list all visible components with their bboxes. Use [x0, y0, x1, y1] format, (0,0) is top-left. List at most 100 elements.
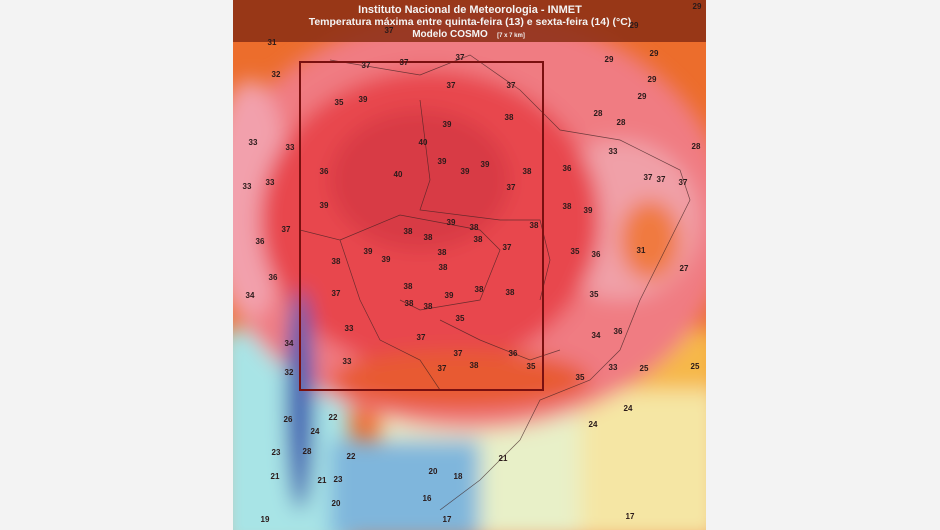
temperature-label: 35: [527, 362, 536, 371]
temperature-label: 27: [680, 264, 689, 273]
temperature-label: 35: [590, 290, 599, 299]
temperature-label: 38: [563, 202, 572, 211]
temperature-label: 33: [343, 357, 352, 366]
temperature-label: 37: [385, 26, 394, 35]
temperature-label: 37: [644, 173, 653, 182]
temperature-label: 29: [693, 2, 702, 11]
temperature-label: 40: [394, 170, 403, 179]
temperature-label: 38: [438, 248, 447, 257]
temperature-label: 33: [345, 324, 354, 333]
temperature-label: 37: [332, 289, 341, 298]
temperature-label: 21: [271, 472, 280, 481]
temperature-label: 39: [382, 255, 391, 264]
temperature-label: 29: [630, 21, 639, 30]
temperature-label: 33: [249, 138, 258, 147]
temperature-label: 29: [638, 92, 647, 101]
temperature-label: 26: [284, 415, 293, 424]
temperature-label: 37: [400, 58, 409, 67]
temperature-label: 39: [584, 206, 593, 215]
temperature-label: 32: [272, 70, 281, 79]
temperature-label: 35: [576, 373, 585, 382]
temperature-label: 25: [640, 364, 649, 373]
temperature-label: 21: [499, 454, 508, 463]
temperature-label: 35: [571, 247, 580, 256]
title: Instituto Nacional de Meteorologia - INM…: [358, 4, 582, 16]
temperature-label: 38: [470, 223, 479, 232]
resolution: [7 x 7 km]: [497, 33, 525, 39]
temperature-label: 37: [507, 81, 516, 90]
temperature-label: 28: [617, 118, 626, 127]
temperature-label: 36: [592, 250, 601, 259]
temperature-label: 17: [443, 515, 452, 524]
temperature-label: 29: [605, 55, 614, 64]
temperature-label: 38: [506, 288, 515, 297]
temperature-label: 33: [609, 363, 618, 372]
temperature-label: 22: [329, 413, 338, 422]
temperature-label: 23: [272, 448, 281, 457]
temperature-label: 37: [456, 53, 465, 62]
temperature-label: 38: [405, 299, 414, 308]
temperature-label: 36: [509, 349, 518, 358]
temperature-label: 39: [359, 95, 368, 104]
temperature-label: 24: [624, 404, 633, 413]
temperature-label: 35: [456, 314, 465, 323]
model: Modelo COSMO: [412, 29, 488, 40]
temperature-label: 38: [404, 282, 413, 291]
temperature-label: 39: [320, 201, 329, 210]
temperature-label: 24: [589, 420, 598, 429]
temperature-label: 37: [503, 243, 512, 252]
temperature-label: 34: [592, 331, 601, 340]
temperature-label: 39: [443, 120, 452, 129]
temperature-label: 33: [286, 143, 295, 152]
temperature-label: 34: [285, 339, 294, 348]
temperature-label: 38: [475, 285, 484, 294]
temperature-label: 29: [650, 49, 659, 58]
temperature-field: [233, 0, 706, 530]
temperature-label: 36: [320, 167, 329, 176]
temperature-label: 16: [423, 494, 432, 503]
temperature-label: 38: [523, 167, 532, 176]
temperature-label: 19: [261, 515, 270, 524]
temperature-label: 38: [505, 113, 514, 122]
temperature-label: 31: [268, 38, 277, 47]
temperature-label: 39: [438, 157, 447, 166]
temperature-label: 38: [530, 221, 539, 230]
temperature-label: 33: [609, 147, 618, 156]
subtitle: Temperatura máxima entre quinta-feira (1…: [309, 16, 632, 28]
temperature-label: 36: [563, 164, 572, 173]
temperature-label: 37: [417, 333, 426, 342]
temperature-label: 34: [246, 291, 255, 300]
temperature-label: 36: [614, 327, 623, 336]
temperature-label: 25: [691, 362, 700, 371]
temperature-label: 33: [243, 182, 252, 191]
temperature-label: 28: [594, 109, 603, 118]
temperature-label: 37: [447, 81, 456, 90]
temperature-label: 29: [648, 75, 657, 84]
temperature-label: 28: [303, 447, 312, 456]
temperature-label: 21: [318, 476, 327, 485]
temperature-label: 24: [311, 427, 320, 436]
temperature-label: 38: [424, 233, 433, 242]
temperature-label: 23: [334, 475, 343, 484]
temperature-label: 40: [419, 138, 428, 147]
temperature-label: 38: [404, 227, 413, 236]
temperature-label: 37: [454, 349, 463, 358]
temperature-label: 37: [438, 364, 447, 373]
temperature-label: 39: [364, 247, 373, 256]
temperature-label: 39: [461, 167, 470, 176]
temperature-label: 18: [454, 472, 463, 481]
temperature-label: 37: [679, 178, 688, 187]
temperature-label: 39: [481, 160, 490, 169]
temperature-label: 36: [269, 273, 278, 282]
temperature-label: 35: [335, 98, 344, 107]
temperature-label: 37: [657, 175, 666, 184]
temperature-label: 39: [447, 218, 456, 227]
temperature-label: 37: [282, 225, 291, 234]
temperature-label: 28: [692, 142, 701, 151]
temperature-label: 33: [266, 178, 275, 187]
temperature-label: 36: [256, 237, 265, 246]
temperature-label: 38: [332, 257, 341, 266]
